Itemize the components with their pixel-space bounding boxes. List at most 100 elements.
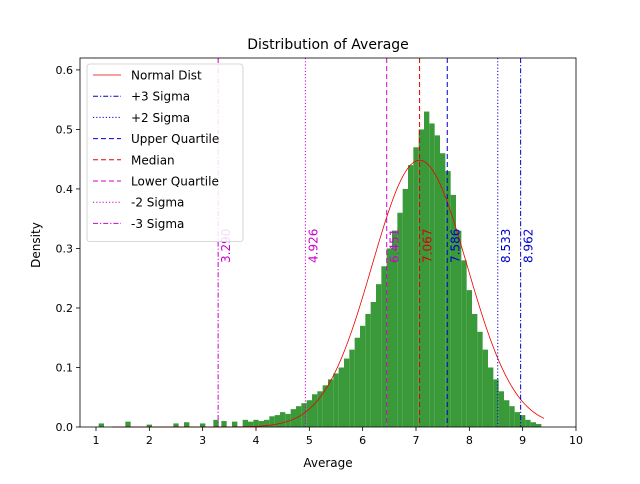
legend-label: Lower Quartile [131,175,219,189]
x-tick-label: 2 [146,434,153,447]
histogram-bar [434,135,440,427]
histogram-bar [418,129,424,427]
histogram-bar [498,391,504,427]
histogram-bar [445,171,451,427]
histogram-bar [280,412,286,427]
histogram-bar [173,423,179,427]
histogram-bar [274,415,280,427]
histogram-bar [306,400,312,427]
histogram-bar [317,391,323,427]
histogram-bar [269,416,275,427]
histogram-bar [450,194,456,427]
histogram-bar [536,424,542,427]
y-axis-label: Density [29,222,43,268]
legend-label: +2 Sigma [131,111,190,125]
histogram-bar [312,394,318,427]
legend-label: +3 Sigma [131,90,190,104]
x-tick-label: 8 [466,434,473,447]
x-tick-label: 4 [253,434,260,447]
histogram-bar [349,349,355,427]
histogram-bar [200,423,206,427]
histogram-bar [472,313,478,427]
histogram-bar [493,379,499,427]
x-tick-label: 9 [519,434,526,447]
legend-label: Upper Quartile [131,132,219,146]
histogram-bar [413,147,419,427]
y-tick-label: 0.1 [56,361,74,374]
histogram-bar [365,313,371,427]
x-tick-label: 1 [93,434,100,447]
vline-value-label: 7.067 [421,229,435,263]
histogram-bar [488,367,494,427]
histogram-bar [290,409,296,427]
histogram-bar [440,153,446,427]
histogram-bar [344,358,350,427]
legend-label: -2 Sigma [131,196,184,210]
histogram-bar [213,419,219,427]
histogram-bar [525,419,531,427]
histogram-bar [301,403,307,427]
histogram-bar [98,423,104,427]
vline-value-label: 8.533 [499,229,513,263]
histogram-bar [354,337,360,427]
histogram-bar [392,230,398,427]
histogram-bar [264,419,270,427]
y-tick-label: 0.4 [56,183,74,196]
histogram-bar [397,212,403,427]
histogram-bar [184,422,190,427]
histogram-bar [461,260,467,427]
histogram-bar [376,284,382,427]
x-tick-label: 5 [306,434,313,447]
histogram-bar [285,413,291,427]
histogram-bar [221,421,227,427]
x-tick-label: 3 [199,434,206,447]
histogram-bar [456,230,462,427]
legend-box [86,63,244,243]
histogram-bar [429,123,435,427]
histogram-bar [253,419,259,427]
histogram-bar [381,266,387,427]
histogram-bar [370,302,376,427]
histogram-bar [408,165,414,427]
histogram-bar [504,400,510,427]
histogram-bar [530,422,536,427]
y-tick-label: 0.6 [56,64,74,77]
histogram-bar [328,379,334,427]
histogram-bar [466,290,472,427]
histogram-bar [338,367,344,427]
vline-value-label: 6.451 [388,229,402,263]
chart-title: Distribution of Average [247,37,409,53]
x-tick-label: 7 [413,434,420,447]
legend: Normal Dist +3 Sigma +2 Sigma Upper Quartil… [86,63,244,243]
histogram-bar [322,385,328,427]
axes-frame [79,57,577,428]
x-axis-label: Average [303,456,352,470]
histogram-bar [146,424,152,427]
histogram-bar [477,331,483,427]
vline-value-label: 4.926 [306,229,320,263]
y-tick-label: 0.0 [56,421,74,434]
histogram-bar [125,421,131,427]
histogram-bar [520,415,526,427]
histogram-bar [386,248,392,427]
vline-value-label: 8.962 [522,229,536,263]
histogram-bar [258,421,264,427]
y-tick-label: 0.3 [56,242,74,255]
histogram-bar [482,349,488,427]
legend-label: Normal Dist [131,69,202,83]
legend-label: -3 Sigma [131,217,184,231]
histogram-bar [232,421,238,427]
histogram-bar [242,419,248,427]
histogram-bar [360,325,366,427]
histogram-bar [514,412,520,427]
x-tick-label: 10 [569,434,583,447]
vline-value-label: 7.586 [448,229,462,263]
histogram-bar [424,111,430,427]
histogram-bar [248,421,254,427]
legend-label: Median [131,153,175,167]
y-tick-label: 0.2 [56,302,74,315]
y-tick-label: 0.5 [56,123,74,136]
histogram-bar [402,188,408,427]
